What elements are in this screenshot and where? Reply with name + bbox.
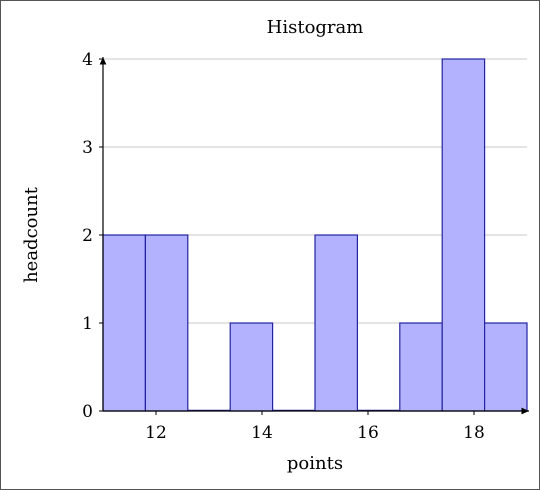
bar-3 xyxy=(229,322,274,412)
y-tick-label-4: 4 xyxy=(82,50,93,70)
bar-5 xyxy=(314,234,359,412)
x-tick-label-16: 16 xyxy=(357,423,379,443)
x-axis-title: points xyxy=(287,453,343,474)
bar-7 xyxy=(399,322,443,412)
x-tick-label-18: 18 xyxy=(463,423,485,443)
bar-1 xyxy=(144,234,189,412)
x-tick-label-12: 12 xyxy=(145,423,167,443)
bars xyxy=(102,58,528,412)
x-tick-label-14: 14 xyxy=(251,423,273,443)
y-tick-label-0: 0 xyxy=(82,402,93,422)
y-tick-label-3: 3 xyxy=(82,138,93,158)
y-tick-label-2: 2 xyxy=(82,226,93,246)
bar-9 xyxy=(484,322,528,412)
axes xyxy=(99,57,529,415)
y-tick-label-1: 1 xyxy=(82,314,93,334)
bar-0 xyxy=(102,234,147,412)
chart-title: Histogram xyxy=(267,17,364,38)
bar-8 xyxy=(441,58,486,412)
y-axis-title: headcount xyxy=(21,186,42,283)
